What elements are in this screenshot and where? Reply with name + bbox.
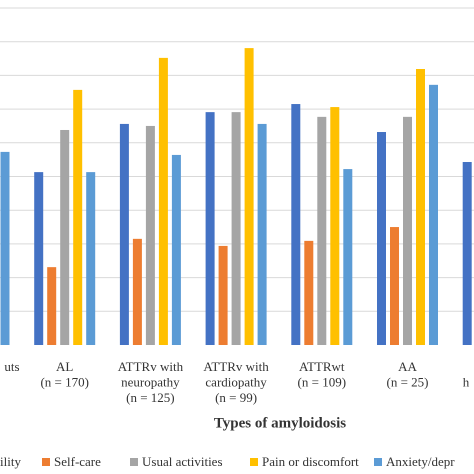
legend-swatch (42, 458, 50, 466)
legend-swatch (250, 458, 258, 466)
bar (377, 132, 386, 345)
x-tick-label: ATTRv with (118, 359, 184, 374)
x-tick-label: ATTRwt (299, 359, 345, 374)
bar (416, 68, 425, 345)
bar (390, 227, 399, 345)
legend-label: Anxiety/depr (386, 454, 455, 469)
bar (330, 107, 340, 345)
bar (205, 112, 215, 346)
bar (257, 123, 267, 345)
x-tick-label: AA (398, 359, 417, 374)
bar (317, 116, 327, 345)
bar (73, 89, 83, 346)
x-tick-label: h (463, 374, 470, 389)
legend-swatch (130, 458, 138, 466)
bar (343, 169, 353, 345)
x-tick-label: (n = 99) (215, 390, 257, 405)
bar (34, 172, 44, 345)
bar (171, 154, 181, 345)
x-tick-label: uts (4, 359, 19, 374)
bar (403, 116, 412, 345)
bar (244, 48, 254, 346)
x-tick-label: ATTRv with (203, 359, 269, 374)
legend-label: Usual activities (142, 454, 223, 469)
x-tick-label: (n = 125) (126, 390, 175, 405)
x-tick-label: neuropathy (121, 374, 180, 389)
bar (132, 238, 142, 345)
bar (429, 84, 438, 345)
legend-label: Pain or discomfort (262, 454, 359, 469)
bar (218, 245, 228, 345)
bar (119, 123, 129, 345)
x-tick-label: (n = 109) (298, 374, 347, 389)
bar (462, 162, 472, 345)
bar (0, 151, 10, 345)
x-axis-title: Types of amyloidosis (214, 415, 346, 431)
legend-swatch (374, 458, 382, 466)
legend-label: ility (0, 454, 21, 469)
x-tick-label: cardiopathy (205, 374, 267, 389)
bar (231, 112, 241, 346)
bar (60, 129, 70, 345)
bar (145, 125, 155, 345)
x-tick-label: (n = 170) (40, 374, 89, 389)
bar (304, 240, 314, 345)
legend-label: Self-care (54, 454, 101, 469)
x-tick-label: (n = 25) (387, 374, 429, 389)
bar (86, 172, 96, 345)
x-tick-label: AL (56, 359, 73, 374)
bar (47, 267, 57, 345)
bar (158, 57, 168, 345)
bar (291, 104, 301, 345)
